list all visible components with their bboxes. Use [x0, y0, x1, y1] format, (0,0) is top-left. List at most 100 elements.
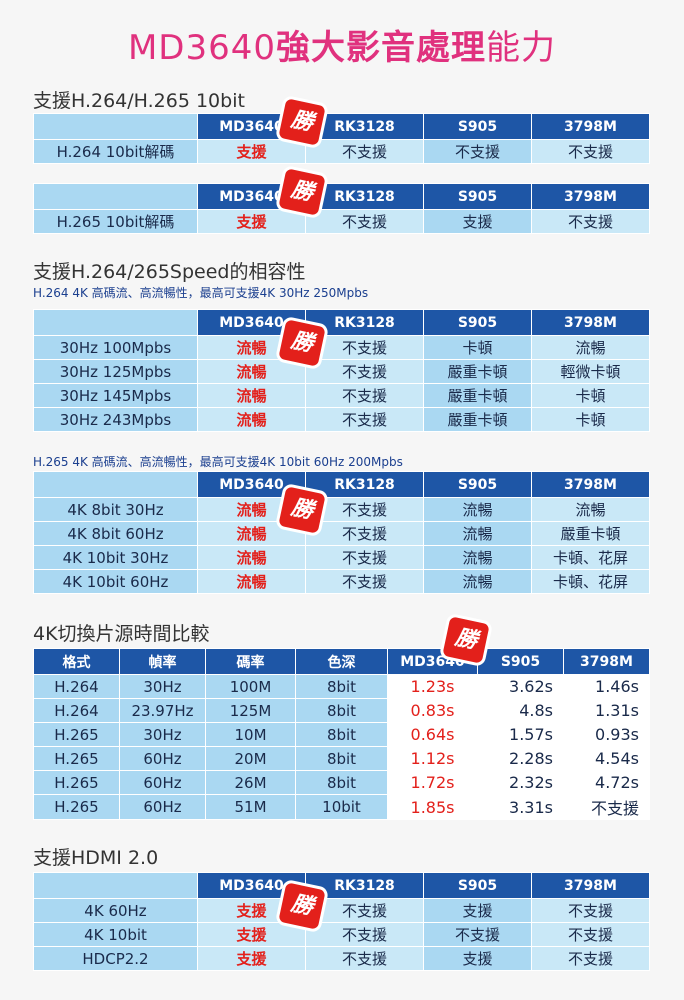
cell-value: H.265	[33, 746, 120, 771]
cell-value: 不支援	[531, 209, 650, 234]
cell-value: 20M	[205, 746, 296, 771]
table-row: H.264 10bit解碼 支援 不支援 不支援 不支援	[33, 139, 650, 164]
header-device: S905	[423, 183, 532, 210]
cell-value: 流暢	[197, 545, 306, 570]
cell-value: 0.64s	[387, 722, 478, 747]
table-header-row: MD3640 RK3128 S905 3798M	[33, 183, 650, 210]
cell-value: 不支援	[305, 946, 424, 971]
table-row: HDCP2.2 支援 不支援 支援 不支援	[33, 946, 650, 971]
section-title-decoding: 支援H.264/H.265 10bit	[33, 90, 245, 112]
cell-value: 支援	[197, 139, 306, 164]
cell-value: 流暢	[531, 497, 650, 522]
cell-value: 60Hz	[119, 770, 206, 795]
cell-value: 輕微卡頓	[531, 359, 650, 384]
title-model: MD3640	[127, 28, 277, 68]
cell-value: 1.12s	[387, 746, 478, 771]
section-title-hdmi: 支援HDMI 2.0	[33, 847, 159, 869]
cell-value: 支援	[197, 946, 306, 971]
cell-value: 流暢	[197, 407, 306, 432]
win-badge: 勝	[278, 486, 326, 534]
table-row: 4K 10bit 60Hz 流暢 不支援 流暢 卡頓、花屏	[33, 569, 650, 594]
cell-value: 流暢	[423, 569, 532, 594]
row-label: 4K 8bit 30Hz	[33, 497, 198, 522]
subtitle-h265: H.265 4K 高碼流、高流暢性，最高可支援4K 10bit 60Hz 200…	[33, 455, 403, 469]
header-device: RK3128	[305, 183, 424, 210]
row-label: 4K 10bit 60Hz	[33, 569, 198, 594]
cell-value: 卡頓、花屏	[531, 569, 650, 594]
cell-value: 流暢	[423, 545, 532, 570]
table-row: 30Hz 243Mpbs 流暢 不支援 嚴重卡頓 卡頓	[33, 407, 650, 432]
cell-value: 嚴重卡頓	[423, 383, 532, 408]
table-h264-speed: MD3640 RK3128 S905 3798M 30Hz 100Mpbs 流暢不…	[33, 309, 650, 432]
cell-value: 不支援	[423, 922, 532, 947]
row-label: 4K 60Hz	[33, 898, 198, 923]
cell-value: 支援	[197, 209, 306, 234]
cell-value: 卡頓	[531, 407, 650, 432]
cell-value: 1.46s	[563, 674, 650, 699]
table-header-row: 格式 幀率 碼率 色深 MD3640 S905 3798M	[33, 648, 650, 675]
header-cell: 碼率	[205, 648, 296, 675]
win-badge: 勝	[278, 168, 326, 216]
table-row: 30Hz 125Mpbs 流暢 不支援 嚴重卡頓 輕微卡頓	[33, 359, 650, 384]
table-hdmi: MD3640 RK3128 S905 3798M 4K 60Hz 支援 不支援 支援不…	[33, 872, 650, 971]
table-row: H.265 10bit解碼 支援 不支援 支援 不支援	[33, 209, 650, 234]
cell-value: 30Hz	[119, 674, 206, 699]
table-header-row: MD3640 RK3128 S905 3798M	[33, 113, 650, 140]
cell-value: 不支援	[305, 383, 424, 408]
table-row: 4K 60Hz 支援 不支援 支援 不支援	[33, 898, 650, 923]
cell-value: 3.31s	[477, 794, 564, 820]
page-title: MD3640強大影音處理能力	[0, 20, 684, 69]
cell-value: 流暢	[197, 359, 306, 384]
cell-value: 4.72s	[563, 770, 650, 795]
header-device: S905	[423, 471, 532, 498]
header-cell: 格式	[33, 648, 120, 675]
header-cell: S905	[477, 648, 564, 675]
header-device: RK3128	[305, 309, 424, 336]
table-row: 4K 10bit 支援 不支援 不支援 不支援	[33, 922, 650, 947]
cell-value: 8bit	[295, 746, 388, 771]
header-device: 3798M	[531, 309, 650, 336]
win-badge: 勝	[278, 882, 326, 930]
cell-value: 8bit	[295, 698, 388, 723]
cell-value: 不支援	[305, 545, 424, 570]
cell-value: 不支援	[563, 794, 650, 820]
cell-value: H.264	[33, 674, 120, 699]
cell-value: 不支援	[305, 569, 424, 594]
header-device: RK3128	[305, 872, 424, 899]
title-emphasis: 強大影音處理	[276, 28, 487, 68]
cell-value: 1.85s	[387, 794, 478, 820]
row-label: 30Hz 243Mpbs	[33, 407, 198, 432]
header-device: 3798M	[531, 183, 650, 210]
header-device: 3798M	[531, 872, 650, 899]
cell-value: 60Hz	[119, 794, 206, 820]
row-label: HDCP2.2	[33, 946, 198, 971]
cell-value: 8bit	[295, 674, 388, 699]
cell-value: 不支援	[305, 209, 424, 234]
row-label: 4K 10bit 30Hz	[33, 545, 198, 570]
cell-value: 8bit	[295, 770, 388, 795]
cell-value: 4.54s	[563, 746, 650, 771]
cell-value: 60Hz	[119, 746, 206, 771]
header-cell: MD3640	[387, 648, 478, 675]
cell-value: 100M	[205, 674, 296, 699]
table-header-row: MD3640 RK3128 S905 3798M	[33, 872, 650, 899]
table-row: H.265 30Hz 10M 8bit 0.64s 1.57s 0.93s	[33, 722, 650, 747]
cell-value: 嚴重卡頓	[423, 407, 532, 432]
header-device: S905	[423, 309, 532, 336]
row-label: 30Hz 125Mpbs	[33, 359, 198, 384]
table-row: 4K 10bit 30Hz 流暢 不支援 流暢 卡頓、花屏	[33, 545, 650, 570]
cell-value: 流暢	[423, 497, 532, 522]
header-cell: 3798M	[563, 648, 650, 675]
row-label: 30Hz 145Mpbs	[33, 383, 198, 408]
cell-value: 支援	[197, 922, 306, 947]
cell-value: 26M	[205, 770, 296, 795]
cell-value: H.265	[33, 794, 120, 820]
cell-value: 不支援	[531, 139, 650, 164]
table-row: H.265 60Hz 20M 8bit 1.12s 2.28s 4.54s	[33, 746, 650, 771]
cell-value: 支援	[423, 898, 532, 923]
cell-value: 不支援	[305, 521, 424, 546]
cell-value: 不支援	[305, 335, 424, 360]
cell-value: H.265	[33, 722, 120, 747]
title-suffix: 能力	[486, 28, 557, 68]
cell-value: 2.28s	[477, 746, 564, 771]
